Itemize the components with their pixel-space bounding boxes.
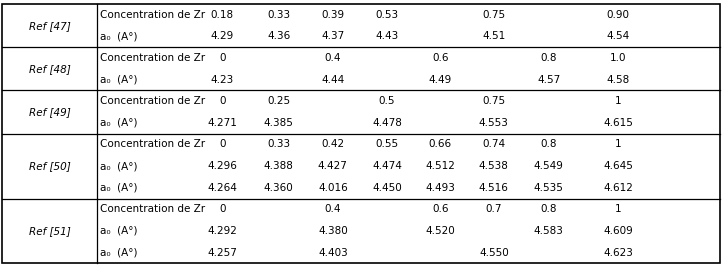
Text: 0.74: 0.74 [482,139,505,149]
Text: 1: 1 [614,139,622,149]
Text: a₀  (A°): a₀ (A°) [100,118,137,128]
Text: Ref [49]: Ref [49] [29,107,71,117]
Text: 0.25: 0.25 [267,96,290,106]
Text: 1: 1 [614,96,622,106]
Text: 4.450: 4.450 [372,183,402,193]
Text: 4.520: 4.520 [425,226,456,236]
Text: 4.609: 4.609 [603,226,633,236]
Text: 4.553: 4.553 [479,118,509,128]
Text: 4.016: 4.016 [318,183,348,193]
Text: 4.37: 4.37 [321,31,344,41]
Text: 4.645: 4.645 [603,161,633,171]
Text: 0.6: 0.6 [432,204,448,214]
Text: 4.44: 4.44 [321,75,344,85]
Text: a₀  (A°): a₀ (A°) [100,75,137,85]
Text: 0.42: 0.42 [321,139,344,149]
Text: 4.403: 4.403 [318,248,348,257]
Text: 4.29: 4.29 [211,31,234,41]
Text: 0.33: 0.33 [267,10,290,20]
Text: 4.57: 4.57 [537,75,560,85]
Text: 4.51: 4.51 [482,31,505,41]
Text: Concentration de Zr: Concentration de Zr [100,10,205,20]
Text: 4.360: 4.360 [264,183,294,193]
Text: 1.0: 1.0 [610,53,626,63]
Text: 0.39: 0.39 [321,10,344,20]
Text: Concentration de Zr: Concentration de Zr [100,53,205,63]
Text: a₀  (A°): a₀ (A°) [100,161,137,171]
Text: 4.43: 4.43 [375,31,399,41]
Text: 0.33: 0.33 [267,139,290,149]
Text: 1: 1 [614,204,622,214]
Text: a₀  (A°): a₀ (A°) [100,226,137,236]
Text: 4.380: 4.380 [318,226,348,236]
Text: 4.516: 4.516 [479,183,509,193]
Text: 4.612: 4.612 [603,183,633,193]
Text: 4.583: 4.583 [534,226,564,236]
Text: 4.549: 4.549 [534,161,564,171]
Text: 4.257: 4.257 [207,248,238,257]
Text: 0.75: 0.75 [482,96,505,106]
Text: 0: 0 [219,96,226,106]
Text: 4.23: 4.23 [211,75,234,85]
Text: 4.264: 4.264 [207,183,238,193]
Text: 4.623: 4.623 [603,248,633,257]
Text: a₀  (A°): a₀ (A°) [100,31,137,41]
Text: 4.512: 4.512 [425,161,456,171]
Text: 4.535: 4.535 [534,183,564,193]
Text: 0.66: 0.66 [429,139,452,149]
Text: Ref [50]: Ref [50] [29,161,71,171]
Text: 4.538: 4.538 [479,161,509,171]
Text: 0.18: 0.18 [211,10,234,20]
Text: Concentration de Zr: Concentration de Zr [100,139,205,149]
Text: 4.615: 4.615 [603,118,633,128]
Text: 4.550: 4.550 [479,248,509,257]
Text: 0.4: 0.4 [325,204,341,214]
Text: 4.54: 4.54 [606,31,630,41]
Text: 4.478: 4.478 [372,118,402,128]
Text: 4.58: 4.58 [606,75,630,85]
Text: 0.53: 0.53 [375,10,399,20]
Text: 0.55: 0.55 [375,139,399,149]
Text: Concentration de Zr: Concentration de Zr [100,204,205,214]
Text: 0: 0 [219,139,226,149]
Text: Ref [51]: Ref [51] [29,226,71,236]
Text: 4.427: 4.427 [318,161,348,171]
Text: 4.296: 4.296 [207,161,238,171]
Text: 4.49: 4.49 [429,75,452,85]
Text: 0.7: 0.7 [486,204,502,214]
Text: 0.6: 0.6 [432,53,448,63]
Text: 4.388: 4.388 [264,161,294,171]
Text: 0.8: 0.8 [541,53,557,63]
Text: 4.474: 4.474 [372,161,402,171]
Text: 0.5: 0.5 [379,96,395,106]
Text: 0.8: 0.8 [541,204,557,214]
Text: 0.8: 0.8 [541,139,557,149]
Text: 0.90: 0.90 [606,10,630,20]
Text: Concentration de Zr: Concentration de Zr [100,96,205,106]
Text: 0.75: 0.75 [482,10,505,20]
Text: 4.385: 4.385 [264,118,294,128]
Text: 4.271: 4.271 [207,118,238,128]
Text: a₀  (A°): a₀ (A°) [100,248,137,257]
Text: Ref [48]: Ref [48] [29,64,71,74]
Text: 0.4: 0.4 [325,53,341,63]
Text: a₀  (A°): a₀ (A°) [100,183,137,193]
Text: 4.493: 4.493 [425,183,456,193]
Text: 0: 0 [219,204,226,214]
Text: Ref [47]: Ref [47] [29,20,71,31]
Text: 4.292: 4.292 [207,226,238,236]
Text: 0: 0 [219,53,226,63]
Text: 4.36: 4.36 [267,31,290,41]
